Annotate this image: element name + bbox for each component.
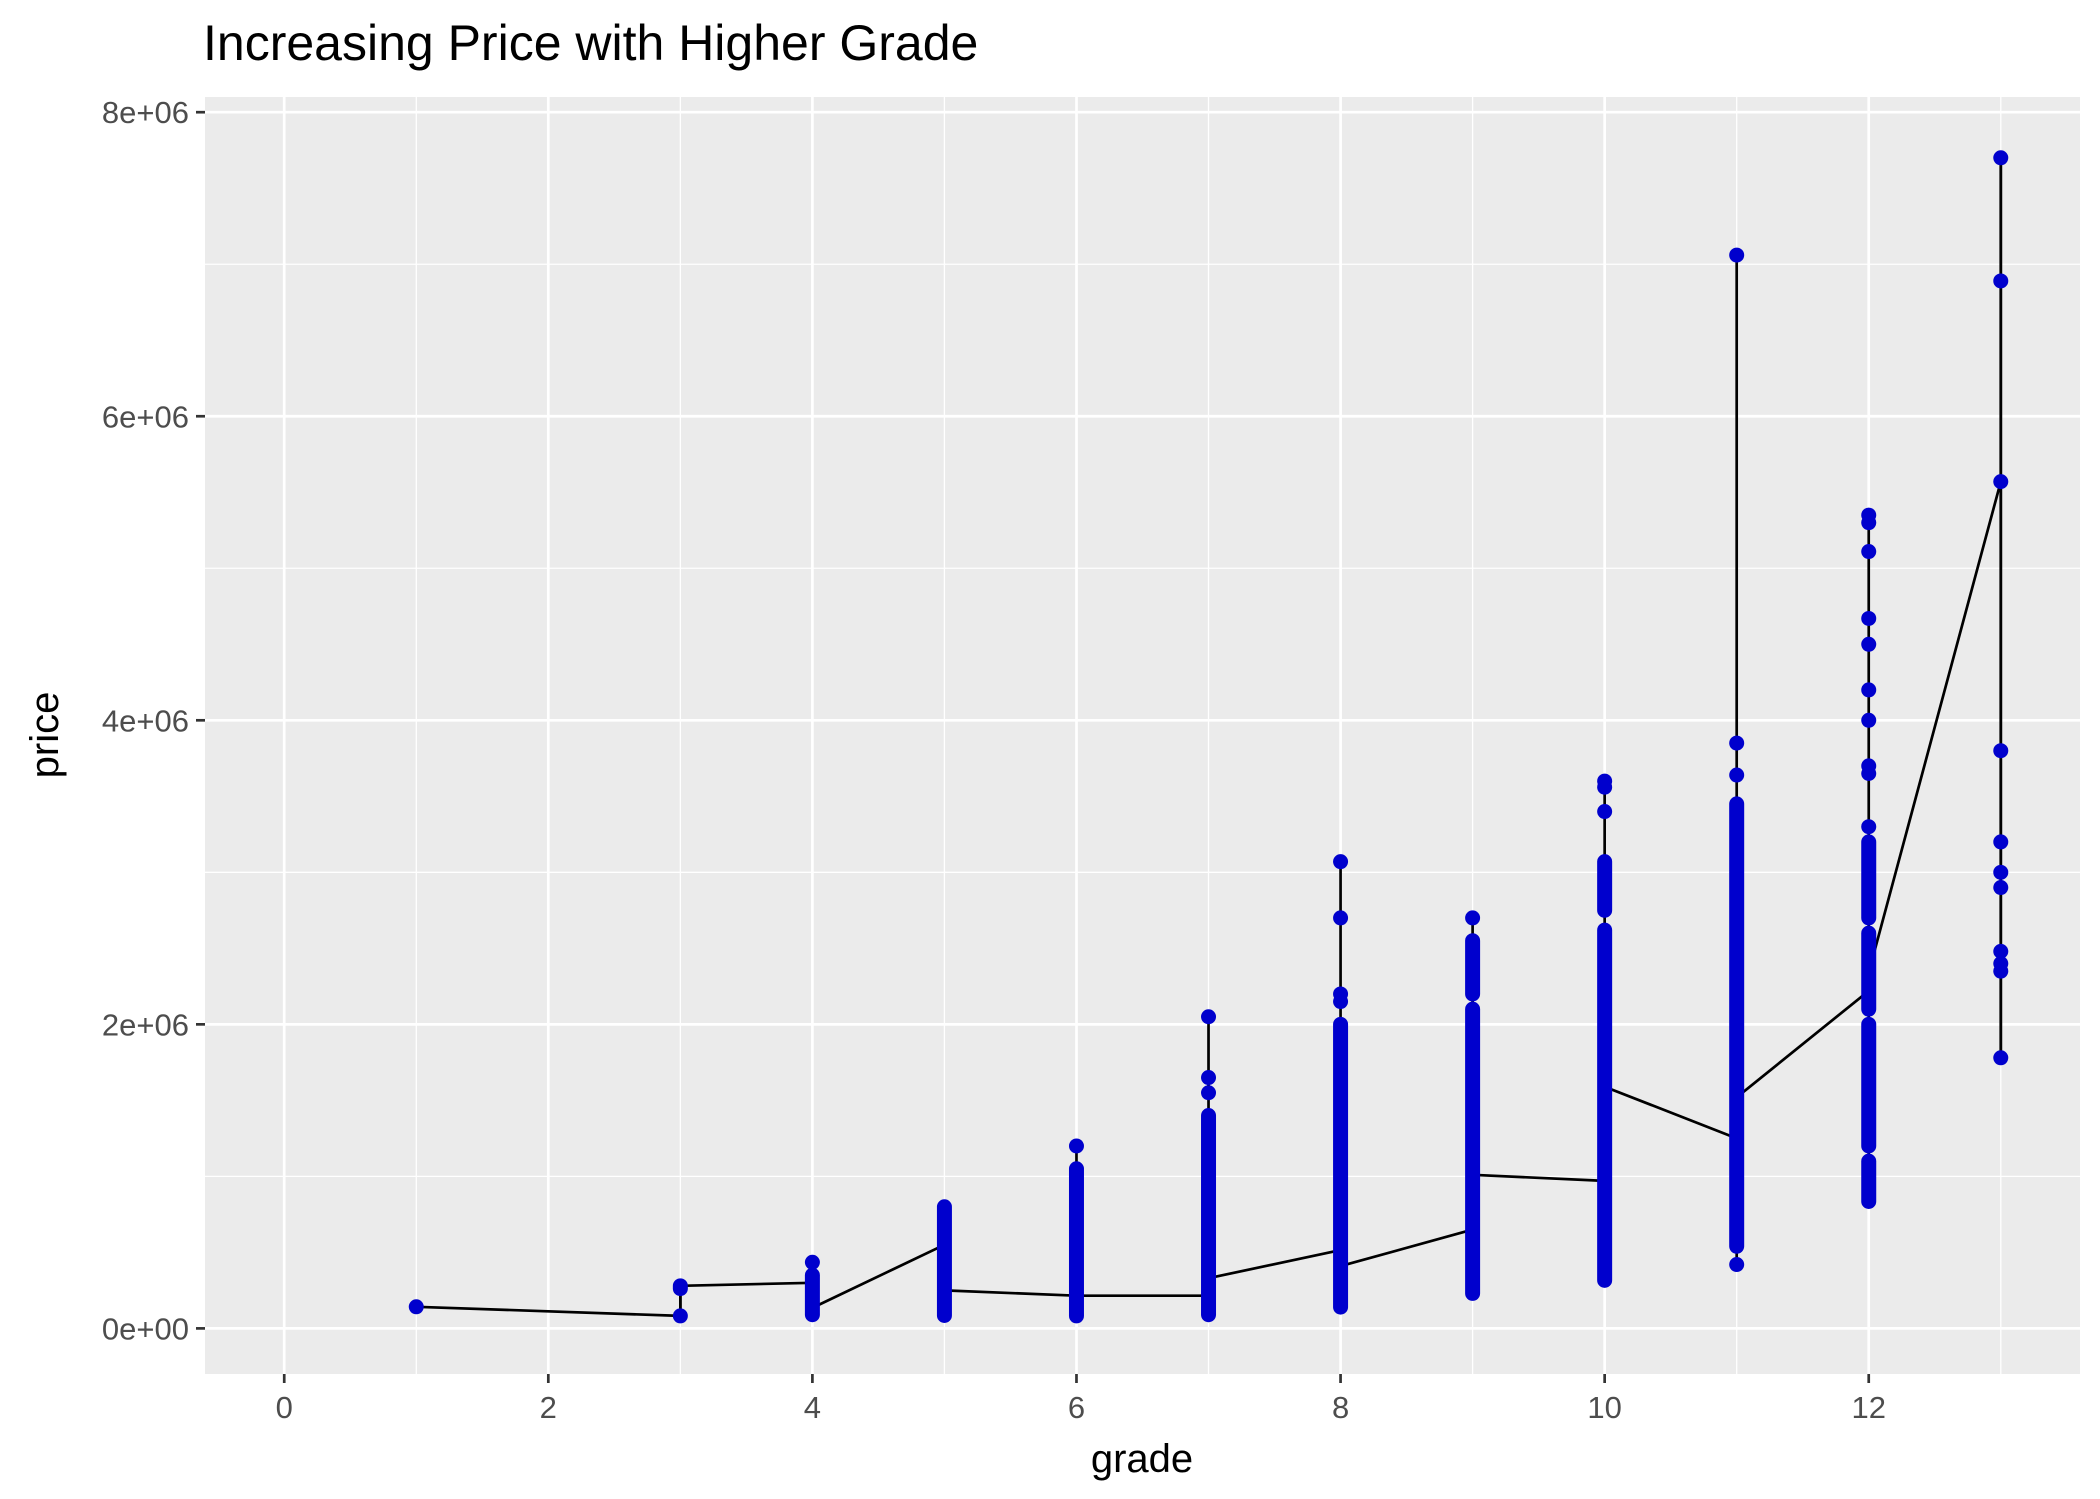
plot-panel	[205, 97, 2080, 1374]
data-point-cluster	[1861, 1016, 1877, 1154]
data-point	[1333, 910, 1349, 926]
data-point-cluster	[672, 1278, 688, 1297]
data-point	[1729, 247, 1745, 263]
data-point	[1861, 544, 1877, 560]
data-point	[1993, 943, 2009, 959]
data-point	[1993, 1050, 2009, 1066]
data-point-cluster	[1861, 1153, 1877, 1209]
data-point	[1201, 1085, 1217, 1101]
data-point	[1861, 758, 1877, 774]
y-axis-title: price	[23, 692, 67, 779]
chart-title: Increasing Price with Higher Grade	[203, 15, 979, 71]
data-point	[1861, 712, 1877, 728]
axes: 0 2 4 6 8 10 12 0e+00 2e+06 4e+06 6e+06 8e+06	[102, 95, 1886, 1425]
data-point	[1201, 1070, 1217, 1086]
data-point	[804, 1254, 820, 1270]
x-tick-label: 2	[540, 1390, 557, 1425]
data-point	[1597, 773, 1613, 789]
data-point-cluster	[1201, 1108, 1217, 1323]
data-point	[1993, 864, 2009, 880]
data-point-cluster	[1068, 1161, 1084, 1324]
data-point	[1993, 834, 2009, 850]
y-tick-label: 2e+06	[102, 1007, 189, 1042]
y-tick-label: 4e+06	[102, 703, 189, 738]
data-point	[1993, 273, 2009, 289]
data-point	[1993, 743, 2009, 759]
data-point-cluster	[936, 1199, 952, 1323]
data-point-cluster	[1861, 925, 1877, 1017]
data-point	[1993, 474, 2009, 490]
data-point	[1333, 986, 1349, 1002]
y-tick-label: 0e+00	[102, 1311, 189, 1346]
data-point	[1861, 819, 1877, 835]
x-tick-label: 6	[1068, 1390, 1085, 1425]
data-point	[1861, 507, 1877, 523]
x-tick-label: 0	[276, 1390, 293, 1425]
data-point-cluster	[1465, 933, 1481, 1002]
data-point	[1861, 682, 1877, 698]
data-point	[408, 1299, 424, 1315]
data-point	[1729, 1257, 1745, 1273]
data-point	[1333, 854, 1349, 870]
points-layer	[408, 150, 2009, 1324]
data-point	[1201, 1009, 1217, 1025]
data-point-cluster	[1597, 922, 1613, 1288]
data-point-cluster	[1465, 1001, 1481, 1301]
data-point	[1993, 880, 2009, 896]
data-point-cluster	[1729, 796, 1745, 1254]
data-point	[1993, 150, 2009, 166]
data-point	[1861, 636, 1877, 652]
y-tick-label: 8e+06	[102, 95, 189, 130]
grid-lines	[205, 97, 2080, 1374]
data-point	[1465, 910, 1481, 926]
data-point-cluster	[1861, 834, 1877, 926]
data-point	[1729, 767, 1745, 783]
x-tick-label: 10	[1587, 1390, 1621, 1425]
x-tick-label: 8	[1332, 1390, 1349, 1425]
data-point	[1993, 956, 2009, 972]
x-tick-label: 12	[1851, 1390, 1885, 1425]
data-point	[1597, 804, 1613, 820]
data-point	[1729, 735, 1745, 751]
data-point-cluster	[1333, 1016, 1349, 1315]
x-tick-label: 4	[804, 1390, 821, 1425]
data-point	[1068, 1138, 1084, 1154]
y-tick-label: 6e+06	[102, 399, 189, 434]
data-point-cluster	[804, 1267, 820, 1323]
x-axis-title: grade	[1091, 1437, 1193, 1481]
data-point	[672, 1308, 688, 1324]
data-point	[1861, 610, 1877, 626]
data-point-cluster	[1597, 854, 1613, 918]
